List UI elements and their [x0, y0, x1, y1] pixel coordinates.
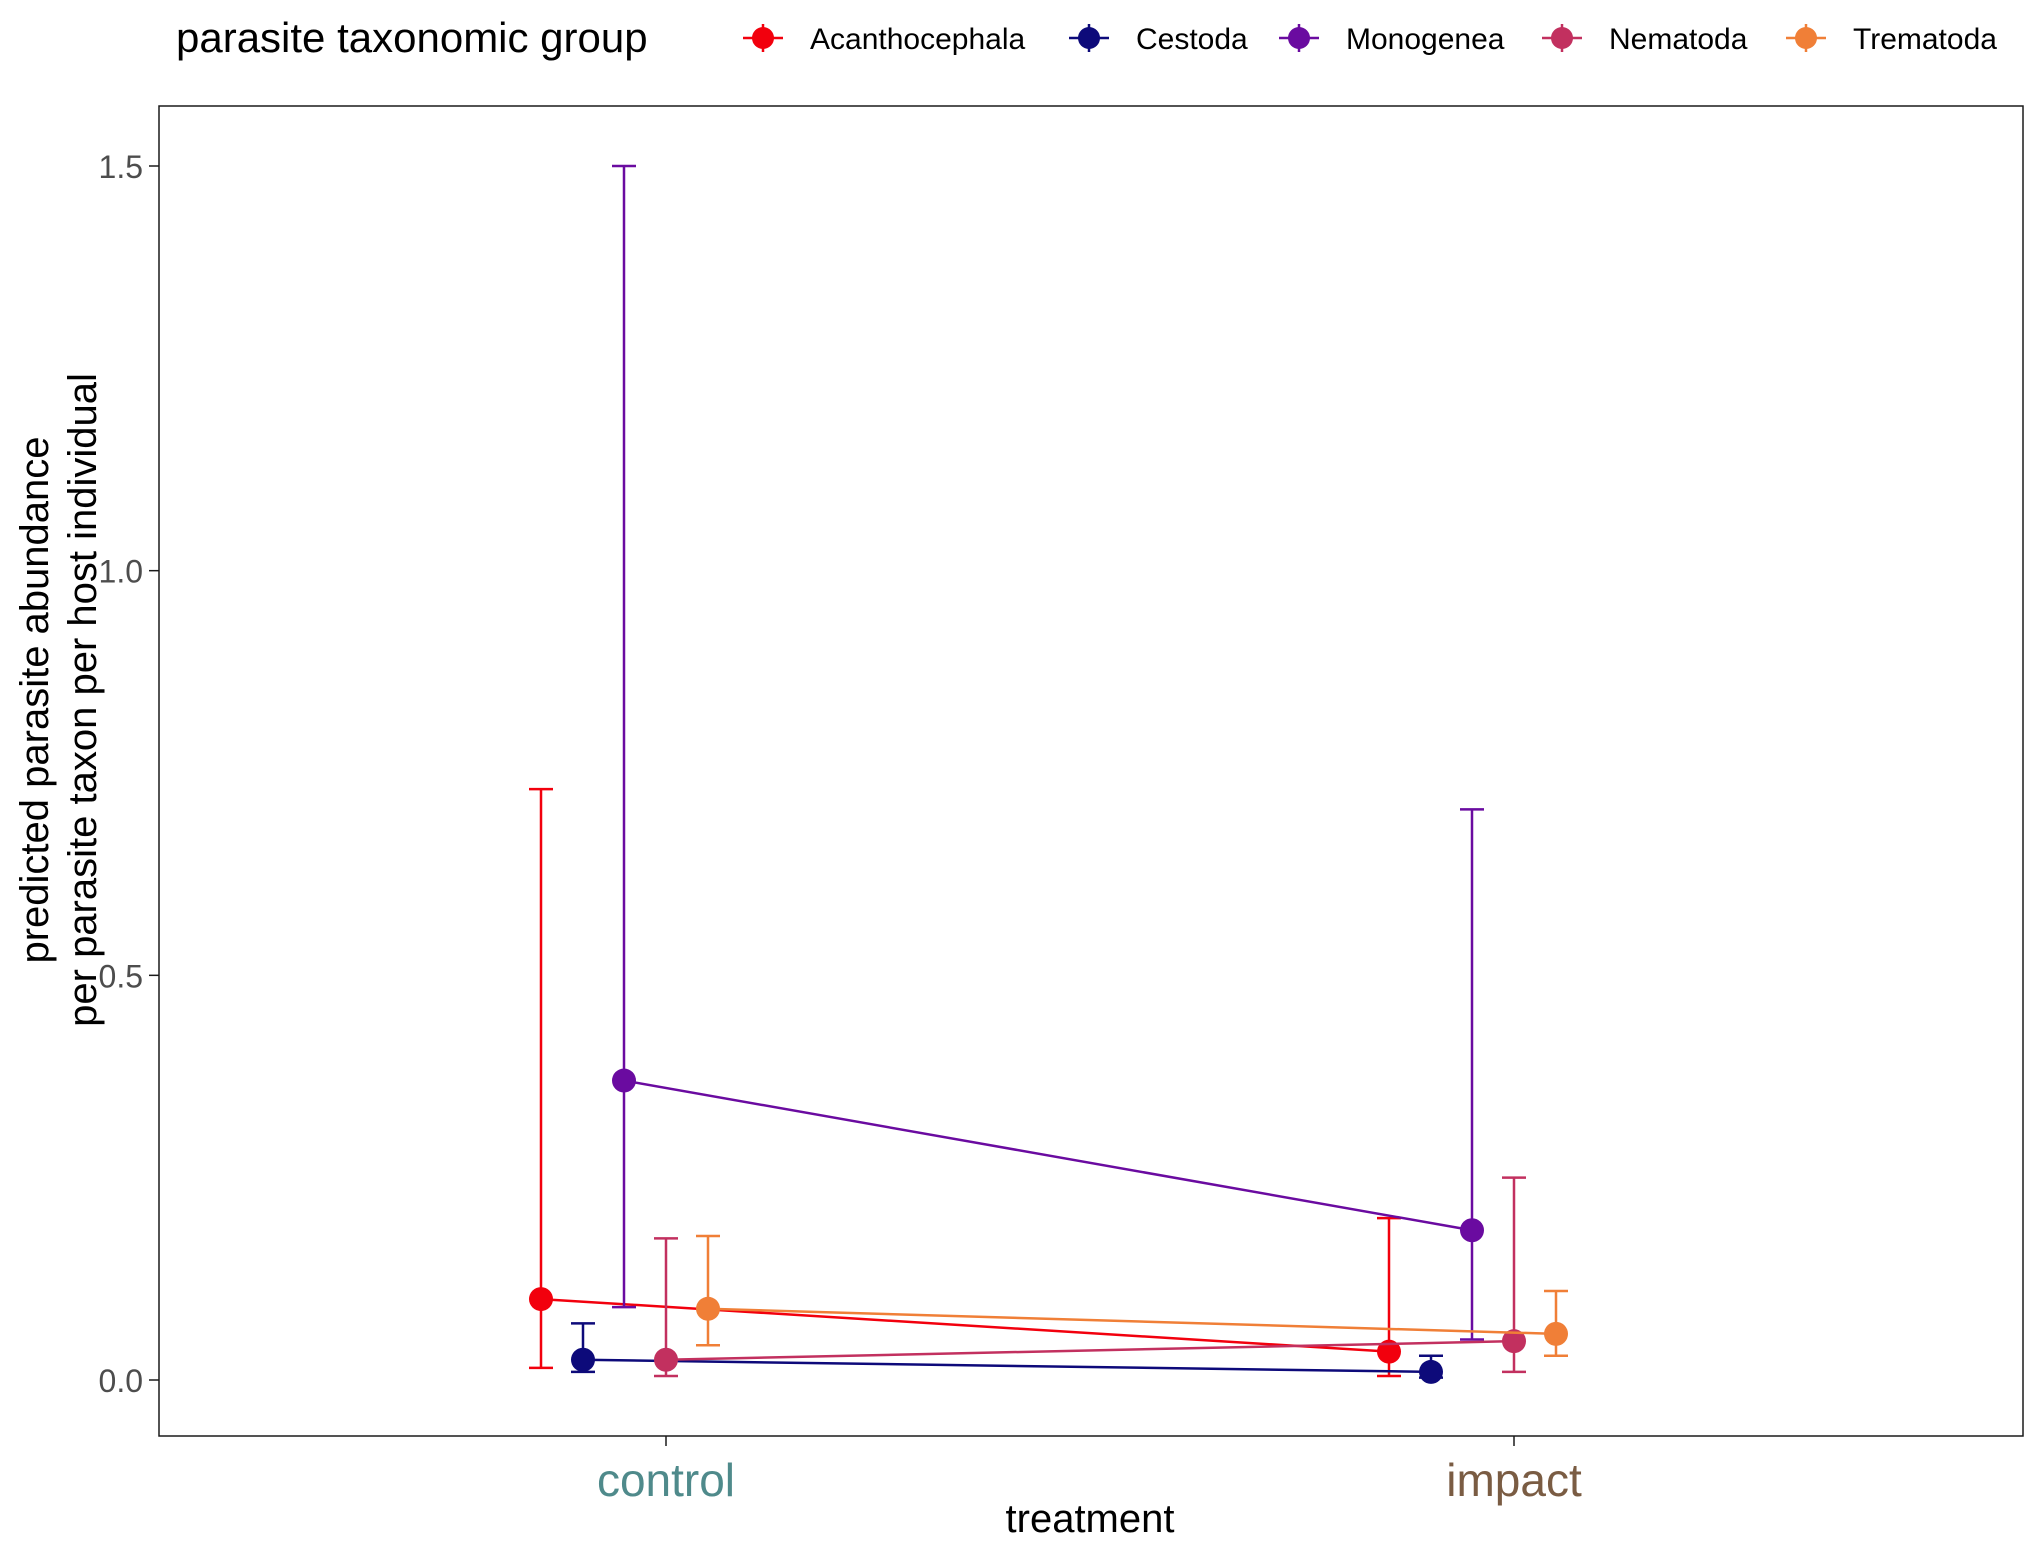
legend-key-point: [752, 27, 774, 49]
series-line-trematoda: [707, 1307, 1557, 1336]
legend-item-monogenea: Monogenea: [1279, 23, 1505, 56]
data-point: [529, 1287, 553, 1312]
legend-key-point: [1551, 27, 1573, 49]
data-point: [1419, 1359, 1443, 1384]
y-tick-label: 1.0: [99, 554, 143, 590]
legend-item-acanthocephala: Acanthocephala: [743, 23, 1025, 56]
y-tick-label: 0.0: [99, 1363, 143, 1399]
legend-key-point: [1795, 27, 1817, 49]
data-point: [654, 1347, 678, 1372]
legend-label: Monogenea: [1346, 23, 1505, 56]
series-acanthocephala: [529, 787, 1401, 1378]
legend-items: Acanthocephala Cestoda Monogenea Nematoda Tr…: [743, 23, 1997, 56]
x-axis-title: treatment: [1006, 1497, 1175, 1541]
series-line-acanthocephala: [540, 1297, 1390, 1353]
legend-label: Acanthocephala: [810, 23, 1025, 56]
data-point: [612, 1068, 636, 1093]
data-point: [1544, 1321, 1568, 1346]
plot-panel: [158, 105, 2024, 1437]
series-line-cestoda: [582, 1358, 1432, 1374]
y-axis-ticks: 0.0 0.5 1.0 1.5: [99, 149, 159, 1399]
legend: parasite taxonomic group Acanthocephala C…: [176, 14, 1997, 61]
series-layer: [529, 164, 1568, 1384]
x-tick-label-impact: impact: [1446, 1454, 1582, 1506]
legend-item-nematoda: Nematoda: [1542, 23, 1748, 56]
y-axis-title-line-1: predicted parasite abundance: [13, 436, 57, 963]
y-tick-label: 0.5: [99, 958, 143, 994]
y-axis-title-line-2: per parasite taxon per host individual: [61, 373, 105, 1027]
data-point: [1460, 1218, 1484, 1243]
data-point: [571, 1347, 595, 1372]
legend-label: Trematoda: [1853, 23, 1997, 56]
series-cestoda: [571, 1322, 1443, 1384]
x-tick-label-control: control: [597, 1454, 735, 1506]
y-axis-title-group: predicted parasite abundance per parasit…: [13, 373, 105, 1027]
series-nematoda: [654, 1176, 1526, 1378]
legend-label: Cestoda: [1136, 23, 1248, 56]
legend-key-point: [1288, 27, 1310, 49]
y-tick-label: 1.5: [99, 149, 143, 185]
legend-title: parasite taxonomic group: [176, 14, 648, 61]
legend-key-point: [1078, 27, 1100, 49]
x-axis-ticks: control impact: [597, 1436, 1582, 1506]
data-point: [1377, 1339, 1401, 1364]
legend-label: Nematoda: [1609, 23, 1748, 56]
data-point: [1502, 1329, 1526, 1354]
series-line-monogenea: [623, 1079, 1473, 1232]
data-point: [696, 1296, 720, 1321]
series-monogenea: [612, 164, 1484, 1341]
series-trematoda: [696, 1234, 1568, 1357]
series-line-nematoda: [665, 1339, 1515, 1362]
legend-item-cestoda: Cestoda: [1069, 23, 1248, 56]
legend-item-trematoda: Trematoda: [1786, 23, 1997, 56]
